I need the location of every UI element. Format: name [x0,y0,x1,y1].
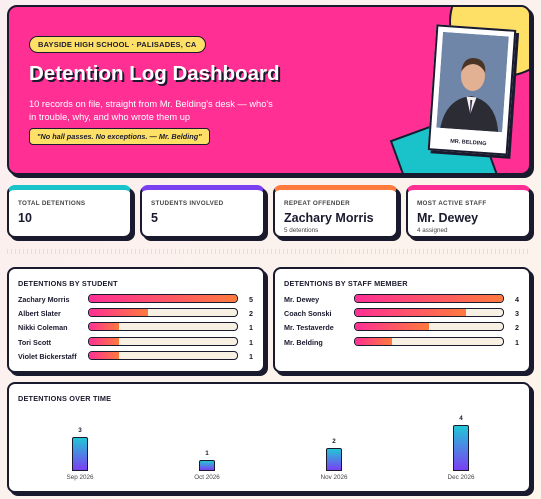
row-label: Tori Scott [18,337,52,347]
subtitle: 10 records on file, straight from Mr. Be… [29,99,273,122]
stat-label: STUDENTS INVOLVED [151,200,224,207]
row-label: Violet Bickerstaff [18,351,77,361]
row-label: Nikki Coleman [18,323,68,333]
bar [89,351,119,359]
stat-note: 5 detentions [284,227,319,234]
badge: BAYSIDE HIGH SCHOOL · PALISADES, CA [29,36,206,53]
stat-card: REPEAT OFFENDER Zachary Morris 5 detention… [273,185,398,238]
bar-value: 2 [515,323,519,333]
stat-card: STUDENTS INVOLVED 5 [140,185,265,238]
bar-track [88,350,238,360]
column [72,436,88,471]
column [326,448,342,471]
stat-note: 4 assigned [417,227,448,234]
stat-label: TOTAL DETENTIONS [18,200,86,207]
bar-value: 1 [249,323,253,333]
panel-title: DETENTIONS BY STUDENT [18,279,118,288]
bar [89,309,149,317]
bar-track [354,322,504,332]
panel-title: DETENTIONS OVER TIME [18,394,112,403]
row-label: Mr. Dewey [284,295,320,304]
bar-track [88,308,238,318]
bar [89,337,119,345]
staff-panel: DETENTIONS BY STAFF MEMBER Mr. Dewey 4 Coa… [273,267,531,373]
photo [436,31,509,133]
row-label: Mr. Testaverde [284,323,334,333]
bar [355,309,466,317]
photo-caption: MR. BELDING [449,138,487,148]
header: BAYSIDE HIGH SCHOOL · PALISADES, CA Dete… [7,5,531,175]
x-label: Nov 2026 [320,474,348,481]
quote: "No hall passes. No exceptions. — Mr. Be… [29,128,210,145]
column-value: 3 [78,426,82,434]
bar-value: 2 [249,309,253,319]
x-label: Oct 2026 [194,474,220,481]
bar-value: 1 [515,337,519,347]
stat-value: 10 [18,211,32,225]
bar-track [354,308,504,318]
student-panel: DETENTIONS BY STUDENT Zachary Morris 5 Alb… [7,267,265,373]
stat-card: MOST ACTIVE STAFF Mr. Dewey 4 assigned [406,185,531,238]
bar-value: 4 [515,295,519,304]
stat-value: Zachary Morris [284,211,374,225]
row-label: Coach Sonski [284,309,332,319]
stat-label: REPEAT OFFENDER [284,200,350,207]
stat-card: TOTAL DETENTIONS 10 [7,185,132,238]
column [453,425,469,471]
bar-value: 3 [515,309,519,319]
panel-title: DETENTIONS BY STAFF MEMBER [284,279,408,288]
bar [355,295,503,302]
bar [89,323,119,331]
x-label: Sep 2026 [66,474,94,481]
row-label: Albert Slater [18,309,61,319]
stat-value: 5 [151,211,158,225]
row-label: Zachary Morris [18,295,70,304]
bar-track [88,336,238,346]
column [199,459,215,471]
title: Detention Log Dashboard [29,62,280,85]
bar [89,295,237,302]
bar-track [88,294,238,303]
bar-value: 1 [249,351,253,361]
bar-track [354,336,504,346]
bar [355,337,392,345]
stat-label: MOST ACTIVE STAFF [417,200,487,207]
stat-value: Mr. Dewey [417,211,479,225]
photo-card: MR. BELDING [427,24,517,156]
x-label: Dec 2026 [447,474,475,481]
bar-track [88,322,238,332]
column-value: 2 [332,438,336,445]
bar-track [354,294,504,303]
column-value: 1 [205,449,209,457]
bar-value: 1 [249,337,253,347]
row-label: Mr. Belding [284,337,323,347]
bar [355,323,429,331]
column-value: 4 [459,415,463,422]
divider [7,249,531,254]
bar-value: 5 [249,295,253,304]
time-panel: DETENTIONS OVER TIME 3 Sep 2026 1 Oct 2026 2… [7,382,531,493]
